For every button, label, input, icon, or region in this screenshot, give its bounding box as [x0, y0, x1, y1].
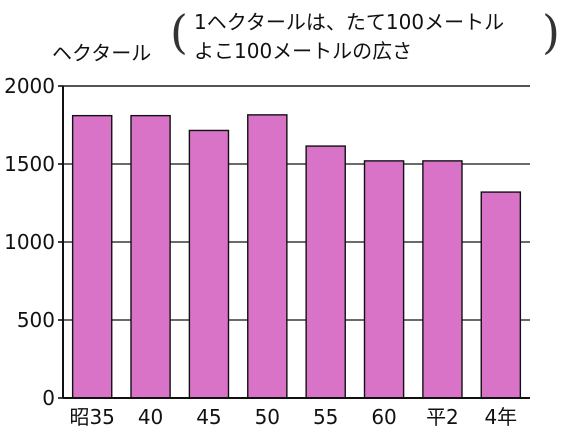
note-line-2: よこ100メートルの広さ [194, 39, 413, 63]
y-tick-label: 500 [17, 308, 55, 332]
bar [422, 160, 463, 399]
bar [188, 129, 230, 399]
bar [363, 160, 405, 399]
x-tick-label: 60 [371, 405, 396, 429]
x-tick-label: 昭35 [69, 405, 114, 429]
bar [305, 145, 346, 399]
x-tick-label: 40 [138, 405, 163, 429]
y-tick-label: 1000 [4, 230, 55, 254]
x-tick-label: 45 [196, 405, 221, 429]
plot-frame [58, 85, 530, 399]
bar [247, 114, 288, 399]
bar [130, 114, 171, 399]
note-line-1: 1ヘクタールは、たて100メートル [194, 10, 505, 34]
y-tick-label: 2000 [4, 74, 55, 98]
bars [71, 114, 522, 399]
note-close-paren: ) [542, 5, 560, 59]
unit-note: ( 1ヘクタールは、たて100メートル よこ100メートルの広さ ) [170, 3, 560, 65]
x-tick-label: 4年 [484, 405, 517, 429]
x-tick-label: 55 [313, 405, 338, 429]
note-open-paren: ( [170, 5, 188, 59]
x-tick-labels: 昭35 40 45 50 55 60 平2 4年 [69, 405, 517, 429]
y-tick-label: 0 [42, 386, 55, 410]
y-tick-labels: 0 500 1000 1500 2000 [4, 74, 55, 410]
x-tick-label: 50 [255, 405, 280, 429]
bar [71, 114, 113, 399]
bar [480, 191, 522, 399]
y-tick-label: 1500 [4, 152, 55, 176]
y-axis-unit-label: ヘクタール [52, 41, 152, 65]
x-tick-label: 平2 [426, 405, 459, 429]
